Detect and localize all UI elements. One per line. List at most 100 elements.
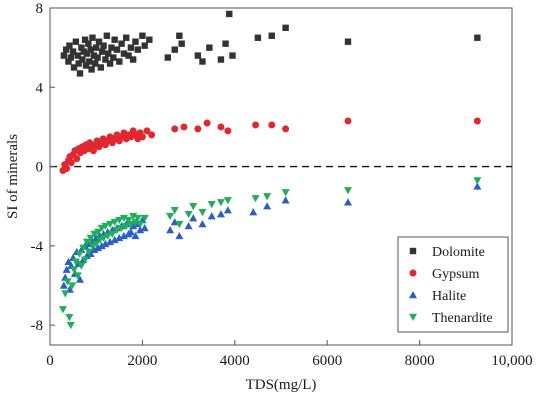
thenardite-point — [189, 203, 198, 211]
thenardite-point — [63, 278, 72, 286]
series-dolomite — [60, 10, 481, 77]
dolomite-point — [70, 64, 78, 71]
halite-point — [59, 281, 68, 289]
gypsum-point — [63, 165, 71, 173]
gypsum-point — [194, 125, 202, 133]
x-tick-label: 0 — [46, 353, 54, 369]
halite-point — [94, 243, 103, 252]
gypsum-point — [252, 121, 260, 129]
halite-point — [170, 218, 179, 226]
halite-point — [175, 231, 184, 240]
series-thenardite — [58, 177, 482, 330]
halite-point — [76, 275, 85, 283]
halite-point — [281, 196, 290, 204]
thenardite-point — [92, 240, 101, 248]
y-tick-label: -8 — [31, 318, 44, 334]
legend-gypsum-label: Gypsum — [432, 267, 480, 282]
legend-halite-label: Halite — [432, 289, 466, 304]
dolomite-point — [72, 38, 80, 45]
dolomite-point — [120, 50, 128, 57]
dolomite-point — [344, 38, 352, 45]
gypsum-point — [171, 125, 179, 133]
gypsum-point — [282, 125, 290, 133]
halite-point — [62, 265, 71, 273]
thenardite-point — [133, 214, 142, 223]
thenardite-point — [166, 212, 175, 221]
dolomite-point — [171, 46, 178, 53]
dolomite-point — [88, 66, 95, 73]
axis-ticks: 0 2000 4000 6000 8000 10,000 -8 -4 0 4 8 — [31, 1, 533, 369]
thenardite-point — [99, 234, 108, 242]
dolomite-point — [62, 46, 70, 53]
dolomite-point — [132, 38, 139, 45]
dolomite-point — [118, 40, 125, 47]
halite-point — [263, 202, 272, 210]
gypsum-point — [203, 119, 211, 127]
dolomite-point — [69, 48, 77, 55]
thenardite-point — [136, 220, 145, 229]
thenardite-point — [281, 189, 290, 197]
thenardite-point — [129, 212, 138, 221]
legend-halite-marker — [409, 291, 417, 299]
dolomite-point — [123, 34, 130, 41]
thenardite-point — [71, 258, 80, 266]
dolomite-point — [141, 42, 148, 49]
thenardite-point — [343, 187, 352, 195]
gypsum-point — [148, 131, 156, 139]
thenardite-point — [84, 248, 93, 256]
dolomite-point — [89, 34, 96, 41]
dolomite-point — [99, 48, 106, 55]
plot-border — [49, 7, 513, 346]
thenardite-point — [58, 306, 67, 314]
plot-frame — [49, 7, 513, 346]
gypsum-point — [67, 159, 75, 167]
dolomite-point — [268, 32, 275, 39]
thenardite-point — [73, 272, 82, 280]
thenardite-point — [184, 210, 193, 219]
dolomite-point — [110, 54, 117, 61]
thenardite-point — [473, 177, 482, 185]
halite-point — [136, 226, 145, 234]
dolomite-point — [474, 34, 481, 41]
dolomite-point — [94, 54, 101, 61]
legend: Dolomite Gypsum Halite Thenardite — [397, 236, 509, 333]
halite-point — [473, 182, 482, 190]
dolomite-point — [199, 58, 206, 65]
dolomite-point — [75, 60, 82, 67]
dolomite-point — [125, 52, 132, 59]
dolomite-point — [86, 58, 93, 65]
y-axis-title: SI of minerals — [5, 134, 21, 219]
dolomite-point — [229, 52, 236, 59]
gypsum-point — [89, 147, 97, 155]
dolomite-point — [217, 56, 225, 63]
dolomite-point — [164, 54, 172, 61]
thenardite-point — [216, 199, 225, 207]
gypsum-point — [180, 123, 188, 131]
dolomite-point — [97, 64, 105, 71]
dolomite-point — [194, 52, 202, 59]
dolomite-point — [93, 44, 100, 51]
halite-point — [184, 222, 193, 230]
thenardite-point — [79, 244, 88, 252]
dolomite-point — [102, 56, 109, 63]
thenardite-point — [170, 207, 179, 215]
dolomite-point — [254, 34, 262, 41]
x-tick-label: 4000 — [220, 353, 250, 369]
legend-dolomite-marker — [409, 247, 417, 255]
x-tick-label: 8000 — [405, 353, 435, 369]
gypsum-point — [224, 127, 232, 135]
thenardite-point — [175, 220, 184, 229]
dolomite-point — [127, 44, 135, 51]
thenardite-point — [61, 290, 70, 298]
dolomite-point — [116, 58, 123, 65]
halite-point — [131, 231, 140, 240]
dolomite-point — [103, 32, 111, 39]
thenardite-point — [251, 195, 260, 203]
thenardite-point — [65, 314, 74, 322]
halite-point — [166, 226, 175, 234]
halite-point — [97, 241, 106, 250]
thenardite-point — [81, 256, 90, 264]
data-points — [58, 10, 482, 330]
dolomite-point — [79, 56, 86, 63]
thenardite-point — [70, 266, 79, 274]
